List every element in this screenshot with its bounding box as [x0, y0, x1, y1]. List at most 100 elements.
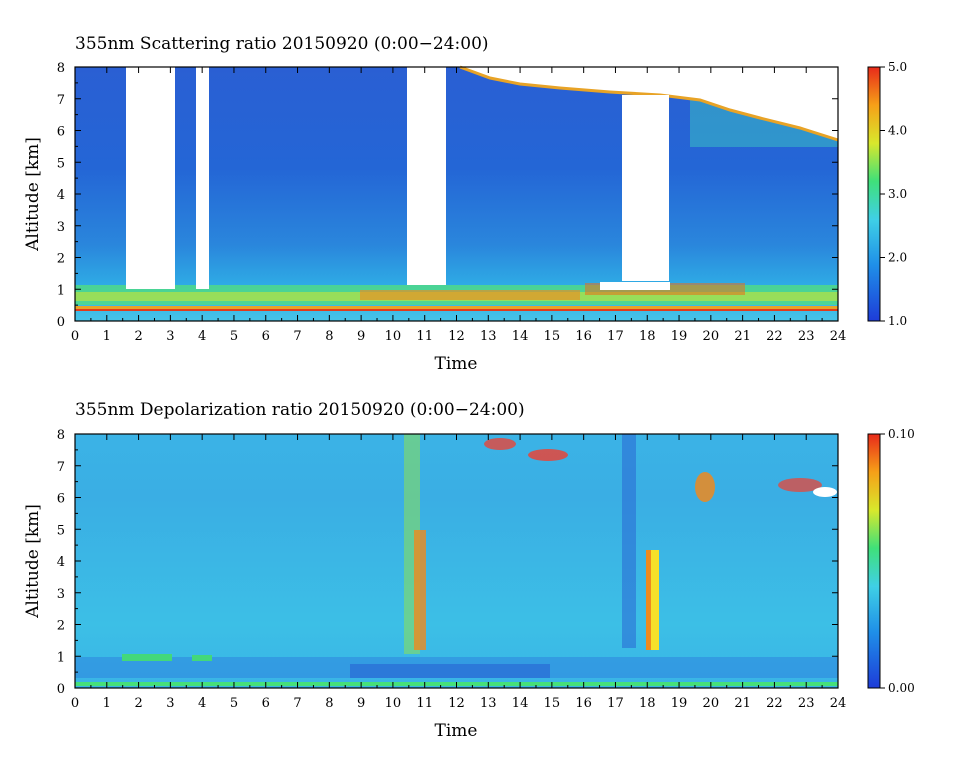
aerosol-band — [360, 290, 580, 300]
x-tick-label: 18 — [639, 329, 656, 344]
y-axis-label: Altitude [km] — [23, 137, 43, 252]
colorbar-ticks: 1.0 2.0 3.0 4.0 5.0 — [880, 60, 907, 328]
y-tick-label: 2 — [57, 619, 65, 634]
x-axis-label: Time — [435, 354, 478, 374]
low-depol-band — [350, 664, 550, 678]
x-tick-label: 21 — [734, 696, 751, 711]
x-tick-label: 24 — [830, 696, 847, 711]
y-tick-label: 4 — [57, 555, 65, 570]
y-tick-label: 6 — [57, 125, 65, 140]
low-cloud-feature-2 — [192, 655, 212, 661]
depolarization-ratio-panel: 355nm Depolarization ratio 20150920 (0:0… — [23, 400, 915, 741]
colorbar-tick-label: 4.0 — [888, 124, 907, 138]
chart-title: 355nm Scattering ratio 20150920 (0:00−24… — [75, 34, 489, 54]
x-tick-label: 0 — [71, 329, 79, 344]
y-tick-label: 0 — [57, 315, 65, 330]
x-tick-label: 9 — [357, 696, 365, 711]
x-tick-label: 4 — [198, 696, 206, 711]
scattering-ratio-panel: 355nm Scattering ratio 20150920 (0:00−24… — [23, 34, 907, 374]
y-tick-label: 5 — [57, 523, 65, 538]
x-tick-label: 8 — [325, 696, 333, 711]
x-tick-label: 3 — [166, 329, 174, 344]
low-cloud-feature — [122, 654, 172, 661]
x-tick-label: 6 — [262, 696, 270, 711]
x-tick-label: 19 — [671, 696, 688, 711]
x-tick-label: 17 — [607, 696, 624, 711]
y-tick-label: 2 — [57, 252, 65, 267]
y-tick-label: 7 — [57, 460, 65, 475]
x-tick-label: 18 — [639, 696, 656, 711]
x-tick-label: 13 — [480, 696, 497, 711]
x-tick-label: 20 — [703, 329, 720, 344]
x-tick-label: 19 — [671, 329, 688, 344]
x-tick-label: 22 — [766, 696, 783, 711]
depolarization-heatmap — [75, 434, 838, 688]
x-tick-label: 12 — [448, 329, 465, 344]
x-tick-label: 3 — [166, 696, 174, 711]
x-tick-label: 8 — [325, 329, 333, 344]
x-tick-label: 23 — [798, 329, 815, 344]
cloud-patch — [695, 472, 715, 502]
x-tick-label: 16 — [575, 696, 592, 711]
depol-column-2 — [622, 434, 636, 648]
x-tick-label: 10 — [385, 696, 402, 711]
x-tick-label: 21 — [734, 329, 751, 344]
y-tick-label: 6 — [57, 492, 65, 507]
x-tick-label: 6 — [262, 329, 270, 344]
y-tick-label: 3 — [57, 220, 65, 235]
depol-column-core-1 — [414, 530, 426, 650]
y-tick-label: 8 — [57, 428, 65, 443]
colorbar-ticks: 0.00 0.10 — [880, 427, 915, 695]
x-tick-label: 5 — [230, 696, 238, 711]
x-tick-label: 10 — [385, 329, 402, 344]
x-tick-label: 14 — [512, 696, 529, 711]
saturated-area — [600, 282, 670, 290]
colorbar-scale — [867, 433, 881, 689]
colorbar-tick-label: 0.00 — [888, 681, 915, 695]
colorbar-tick-label: 2.0 — [888, 251, 907, 265]
depol-column-3-edge — [646, 550, 651, 650]
saturated-area — [813, 487, 837, 497]
y-tick-label: 1 — [57, 283, 65, 298]
x-tick-label: 11 — [416, 329, 433, 344]
no-data-gap-1 — [126, 67, 175, 289]
x-tick-label: 7 — [293, 696, 301, 711]
colorbar-scale — [867, 66, 881, 322]
x-tick-label: 17 — [607, 329, 624, 344]
y-axis: 0 1 2 3 4 5 6 7 8 — [57, 61, 838, 330]
no-data-gap-4 — [622, 95, 669, 281]
x-axis-label: Time — [435, 721, 478, 741]
x-axis: 0 1 2 3 4 5 6 7 8 9 10 11 12 13 14 15 16 17 18 19 20 21 22 23 24 — [71, 67, 846, 344]
colorbar: 1.0 2.0 3.0 4.0 5.0 — [867, 60, 907, 328]
x-tick-label: 2 — [134, 329, 142, 344]
x-tick-label: 22 — [766, 329, 783, 344]
y-tick-label: 4 — [57, 188, 65, 203]
y-tick-label: 8 — [57, 61, 65, 76]
x-tick-label: 23 — [798, 696, 815, 711]
x-tick-label: 13 — [480, 329, 497, 344]
y-tick-label: 1 — [57, 650, 65, 665]
x-tick-label: 20 — [703, 696, 720, 711]
x-tick-label: 4 — [198, 329, 206, 344]
cloud-patch — [778, 478, 822, 492]
x-tick-label: 1 — [103, 329, 111, 344]
x-tick-label: 16 — [575, 329, 592, 344]
surface-layer — [75, 306, 838, 309]
x-tick-label: 12 — [448, 696, 465, 711]
x-axis: 0 1 2 3 4 5 6 7 8 9 10 11 12 13 14 15 16 17 18 19 20 21 22 23 24 — [71, 434, 846, 711]
high-cloud-saturated — [460, 67, 838, 140]
x-tick-label: 7 — [293, 329, 301, 344]
x-tick-label: 2 — [134, 696, 142, 711]
x-tick-label: 24 — [830, 329, 847, 344]
y-tick-label: 7 — [57, 93, 65, 108]
colorbar-tick-label: 1.0 — [888, 314, 907, 328]
cloud-patch — [484, 438, 516, 450]
heatmap-background — [75, 434, 838, 688]
colorbar: 0.00 0.10 — [867, 427, 915, 695]
surface-line — [75, 309, 838, 311]
no-data-gap-3 — [407, 67, 446, 285]
x-tick-label: 15 — [544, 329, 561, 344]
y-tick-label: 5 — [57, 156, 65, 171]
scattering-heatmap — [75, 65, 839, 321]
